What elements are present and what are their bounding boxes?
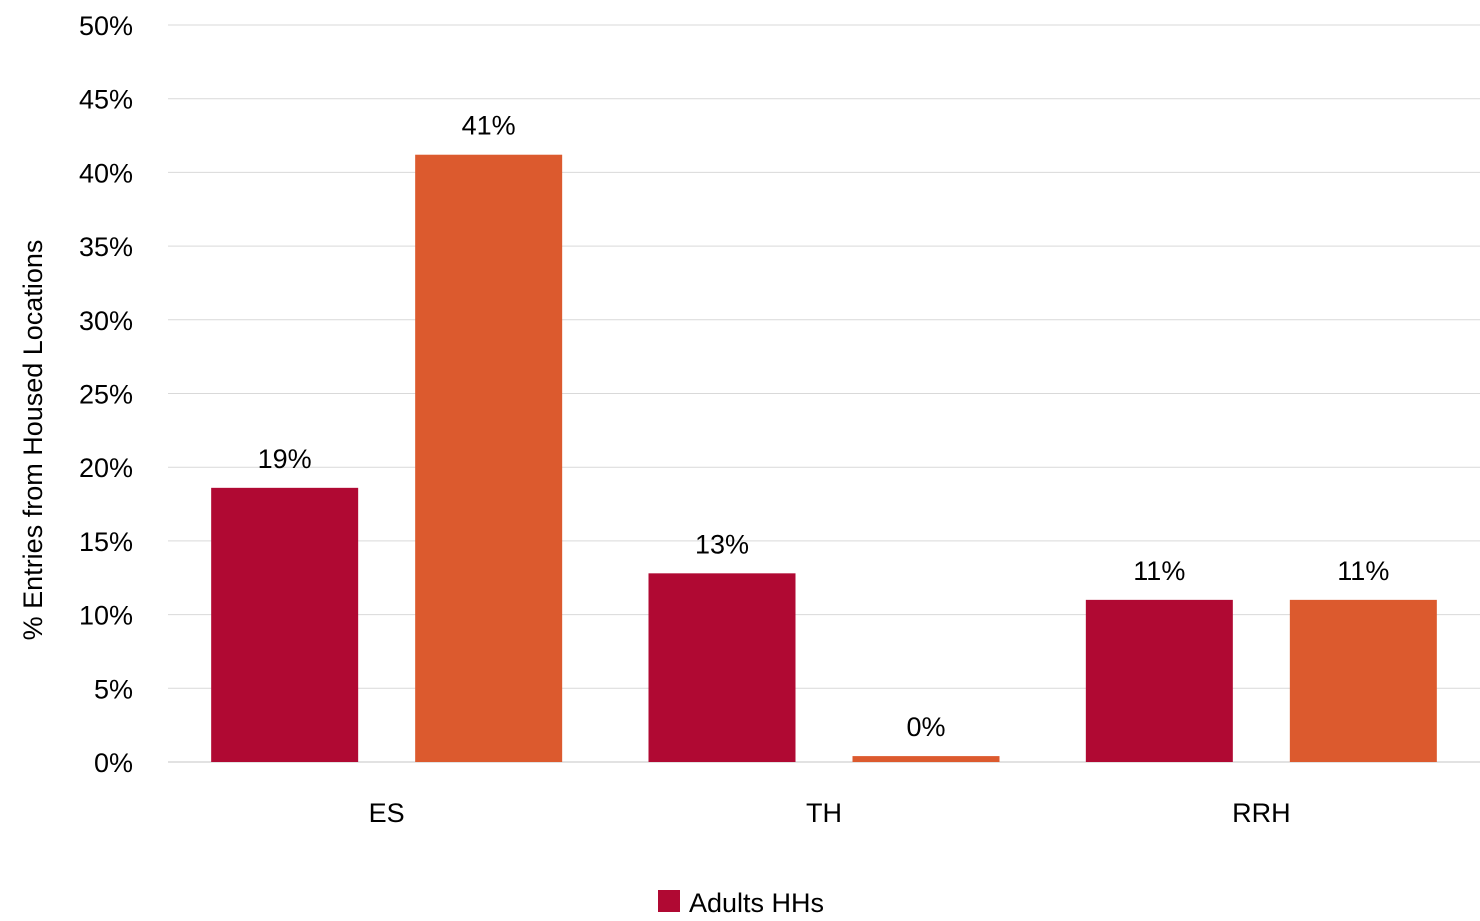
y-tick-label: 50% [79,11,133,41]
y-tick-label: 45% [79,85,133,115]
data-label: 13% [695,529,749,559]
bar-es-series-1 [211,487,359,762]
y-tick-label: 5% [94,674,133,704]
bars [211,154,1437,762]
legend-swatch [658,890,680,912]
y-tick-label: 35% [79,232,133,262]
y-tick-label: 10% [79,601,133,631]
bar-rrh-series-2 [1289,599,1437,762]
data-label: 19% [258,444,312,474]
x-tick-label: RRH [1232,798,1291,828]
data-label: 0% [906,712,945,742]
legend-label: Adults HHs [689,888,824,916]
data-label: 11% [1337,556,1389,586]
bar-th-series-1 [648,573,796,762]
y-axis-tick-labels: 0% 5% 10% 15% 20% 25% 30% 35% 40% 45% 50% [79,11,133,778]
x-tick-label: TH [806,798,842,828]
y-tick-label: 0% [94,748,133,778]
data-label: 11% [1133,556,1185,586]
data-labels: 19% 41% 13% 0% 11% 11% [258,111,1390,742]
x-tick-label: ES [369,798,405,828]
y-tick-label: 25% [79,380,133,410]
x-axis-tick-labels: ES TH RRH [369,798,1291,828]
y-tick-label: 30% [79,306,133,336]
data-label: 41% [462,111,516,141]
y-tick-label: 15% [79,527,133,557]
y-axis-label: % Entries from Housed Locations [18,240,48,641]
gridlines [168,24,1480,763]
y-tick-label: 40% [79,158,133,188]
legend: Adults HHs [658,888,824,918]
y-tick-label: 20% [79,453,133,483]
bar-th-series-2 [852,756,1000,762]
bar-es-series-2 [415,154,563,762]
bar-rrh-series-1 [1085,599,1233,762]
